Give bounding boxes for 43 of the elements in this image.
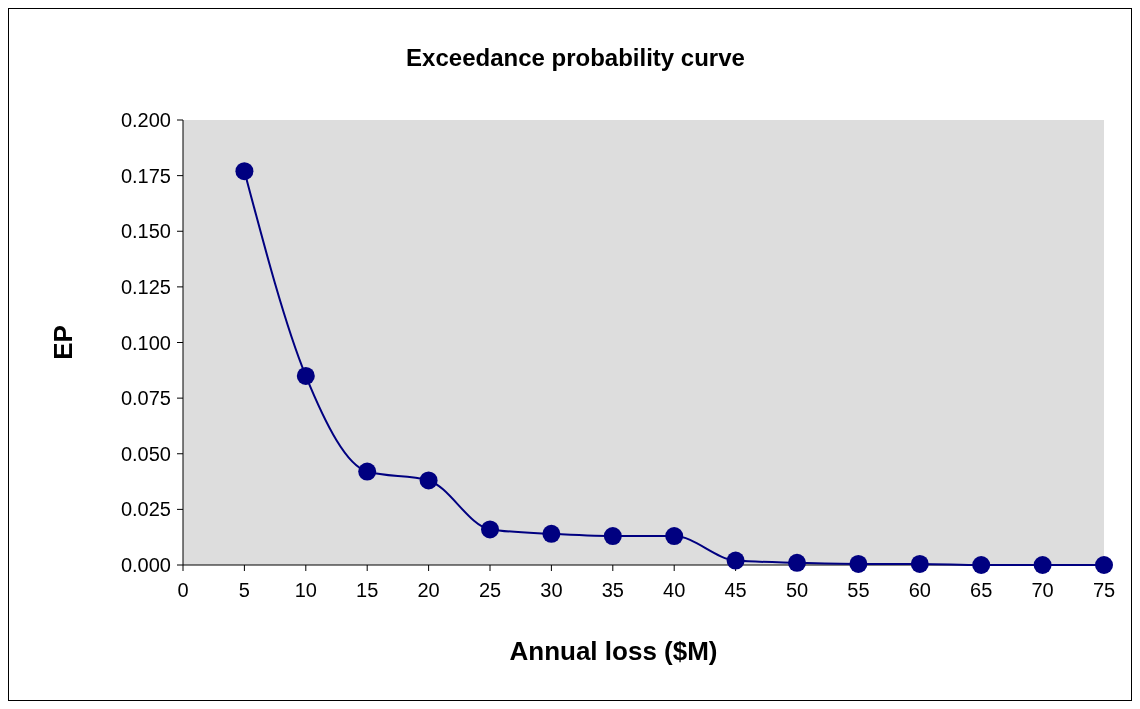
x-tick-label: 70	[1031, 579, 1054, 601]
x-tick-label: 40	[663, 579, 686, 601]
point	[358, 462, 377, 481]
chart-title: Exceedance probability curve	[406, 44, 745, 71]
y-tick-label: 0.100	[120, 331, 171, 354]
x-tick-label: 35	[601, 579, 624, 601]
point	[296, 366, 315, 385]
x-tick-label: 0	[177, 579, 189, 601]
x-tick-label: 15	[356, 579, 379, 601]
y-tick-label: 0.000	[120, 554, 171, 576]
x-tick-label: 55	[847, 579, 870, 601]
point	[542, 524, 561, 543]
x-tick-label: 30	[540, 579, 563, 601]
y-tick-label: 0.125	[120, 275, 171, 298]
point	[788, 553, 806, 572]
point	[665, 527, 684, 546]
y-tick-label: 0.200	[120, 109, 171, 131]
y-tick-label: 0.075	[120, 387, 171, 410]
x-axis-title: Annual loss ($M)	[509, 636, 718, 666]
x-tick-label: 5	[238, 579, 250, 601]
x-tick-label: 65	[970, 579, 993, 601]
x-tick-label: 75	[1092, 579, 1116, 601]
point	[849, 554, 868, 573]
x-tick-label: 45	[724, 579, 747, 601]
y-tick-label: 0.050	[120, 442, 171, 465]
point	[481, 520, 499, 539]
y-axis-title: EP	[48, 325, 78, 360]
x-tick-label: 20	[417, 579, 440, 601]
point	[235, 162, 254, 181]
x-tick-label: 50	[785, 579, 809, 601]
point	[1095, 556, 1113, 574]
point	[603, 527, 622, 546]
x-tick-label: 10	[294, 579, 317, 601]
x-tick-label: 25	[478, 579, 502, 601]
point	[419, 471, 438, 490]
y-tick-label: 0.025	[120, 498, 171, 521]
y-tick-label: 0.150	[120, 220, 171, 243]
point	[972, 556, 991, 574]
y-tick-label: 0.175	[120, 164, 171, 187]
x-tick-label: 60	[908, 579, 931, 601]
point	[910, 554, 929, 573]
point	[726, 551, 745, 570]
point	[1033, 556, 1052, 574]
